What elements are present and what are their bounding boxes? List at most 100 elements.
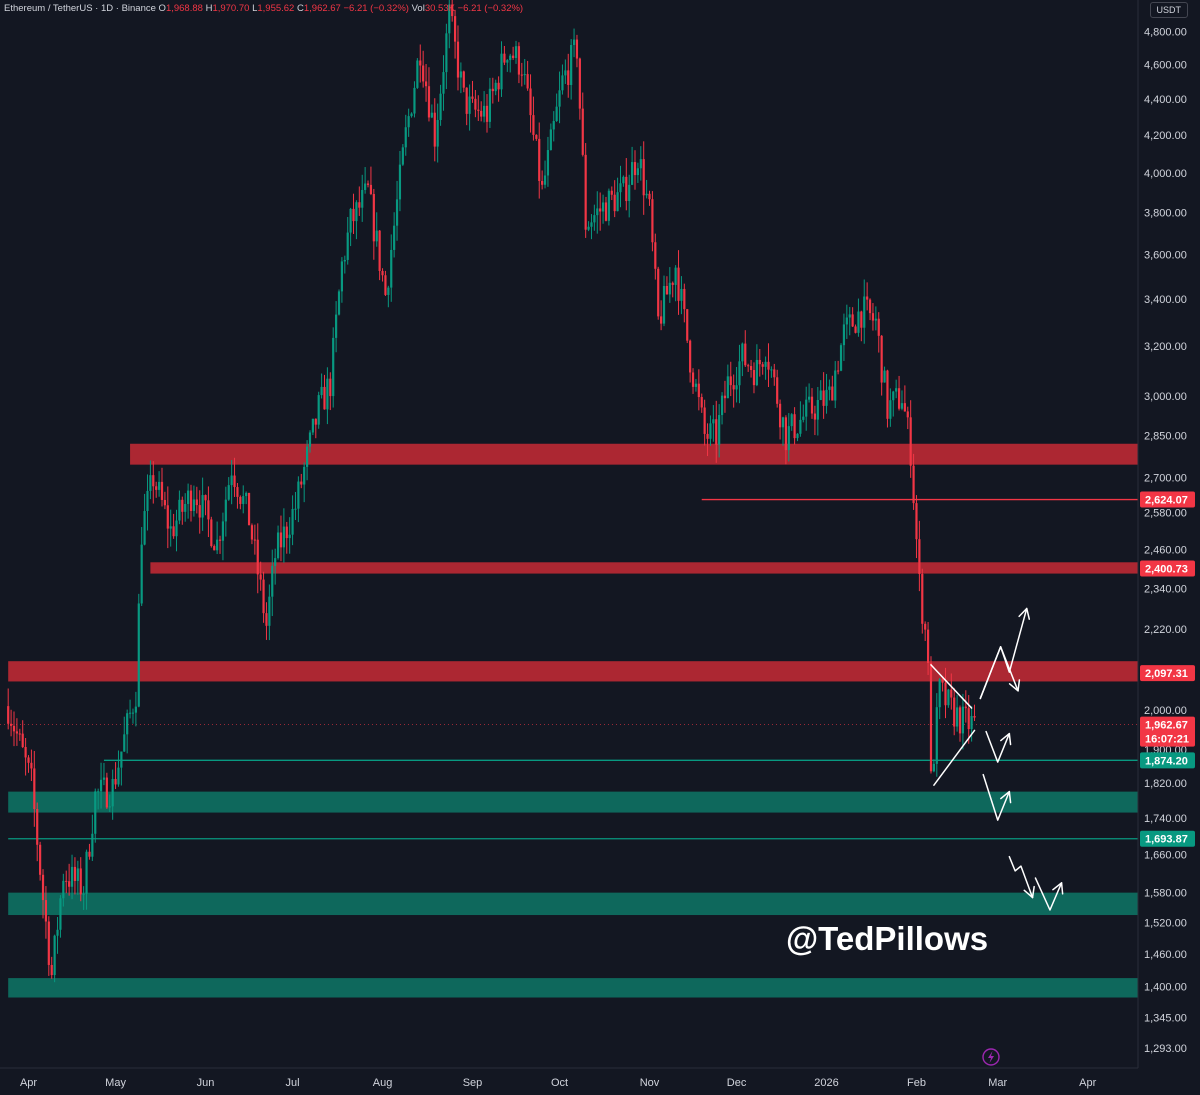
candle-body bbox=[381, 270, 384, 276]
candle-body bbox=[120, 751, 123, 768]
candle-body bbox=[262, 579, 265, 614]
candle-body bbox=[735, 385, 738, 390]
candle-body bbox=[773, 369, 776, 378]
symbol-legend[interactable]: Ethereum / TetherUS · 1D · Binance O1,96… bbox=[4, 3, 523, 14]
candle-body bbox=[929, 663, 933, 772]
candle-body bbox=[445, 33, 448, 73]
candle-body bbox=[619, 183, 622, 193]
price-tick-label: 1,580.00 bbox=[1144, 888, 1187, 900]
candle-body bbox=[462, 71, 465, 88]
price-tick-label: 2,220.00 bbox=[1144, 624, 1187, 636]
candle-body bbox=[413, 87, 416, 114]
candle-body bbox=[279, 532, 283, 548]
candle-body bbox=[157, 481, 161, 490]
breakdown-bounce-arrow bbox=[1034, 877, 1063, 911]
candle-body bbox=[456, 41, 460, 78]
candle-body bbox=[393, 225, 396, 250]
open-value: 1,968.88 bbox=[165, 3, 203, 14]
candle-body bbox=[91, 833, 94, 857]
candle-body bbox=[822, 390, 825, 406]
candle-body bbox=[900, 403, 904, 409]
candle-body bbox=[660, 316, 663, 324]
candle-body bbox=[584, 154, 587, 230]
countdown-timer: 16:07:21 bbox=[1145, 734, 1189, 746]
candle-body bbox=[709, 423, 712, 439]
candle-body bbox=[578, 58, 581, 109]
candle-body bbox=[851, 314, 854, 327]
candle-body bbox=[683, 288, 686, 310]
candle-body bbox=[253, 539, 256, 541]
candle-body bbox=[616, 192, 619, 212]
candle-body bbox=[105, 777, 108, 808]
candle-body bbox=[622, 176, 625, 184]
price-tick-label: 4,800.00 bbox=[1144, 27, 1187, 39]
candle-body bbox=[172, 526, 175, 537]
candle-body bbox=[73, 866, 77, 881]
candle-body bbox=[88, 851, 91, 857]
candle-body bbox=[918, 539, 921, 574]
resistance-zone bbox=[150, 562, 1138, 574]
candle-body bbox=[369, 184, 373, 194]
candle-body bbox=[837, 370, 840, 372]
candle-body bbox=[308, 432, 312, 447]
candle-body bbox=[297, 481, 300, 509]
candle-body bbox=[781, 417, 785, 428]
candle-body bbox=[747, 365, 750, 367]
candle-body bbox=[97, 791, 100, 793]
currency-selector[interactable]: USDT bbox=[1149, 2, 1188, 18]
candle-body bbox=[335, 314, 338, 338]
candle-body bbox=[831, 386, 834, 401]
candle-body bbox=[395, 199, 399, 226]
candle-body bbox=[265, 613, 268, 626]
candle-body bbox=[442, 72, 445, 94]
resistance-zone bbox=[130, 443, 1138, 465]
price-tick-label: 4,400.00 bbox=[1144, 94, 1187, 106]
candle-body bbox=[85, 851, 88, 894]
candle-body bbox=[912, 465, 915, 504]
candle-body bbox=[236, 487, 239, 497]
candle-body bbox=[111, 778, 114, 807]
candle-body bbox=[599, 208, 602, 212]
retest-projection-arrow bbox=[979, 646, 1019, 700]
candle-body bbox=[349, 208, 352, 233]
candle-body bbox=[529, 88, 532, 116]
candle-body bbox=[541, 180, 544, 185]
support-zone bbox=[8, 791, 1138, 813]
candle-body bbox=[909, 417, 912, 466]
candle-body bbox=[146, 490, 149, 512]
candle-body bbox=[430, 112, 433, 118]
candle-body bbox=[944, 682, 947, 706]
candle-body bbox=[169, 526, 172, 529]
candle-body bbox=[854, 326, 857, 333]
candle-body bbox=[839, 345, 843, 371]
candle-body bbox=[517, 46, 521, 75]
candle-body bbox=[816, 400, 819, 420]
candle-body bbox=[512, 55, 515, 58]
zone-price-tag: 2,097.31 bbox=[1145, 668, 1188, 680]
low-label: L bbox=[252, 3, 258, 14]
candle-body bbox=[633, 162, 637, 176]
candle-body bbox=[932, 763, 935, 772]
price-tick-label: 3,200.00 bbox=[1144, 341, 1187, 353]
breakdown-bounce-arrow-head bbox=[1052, 882, 1064, 895]
candle-body bbox=[239, 496, 242, 504]
time-axis: Apr May Jun Jul Aug Sep Oct Nov Dec 2026 Feb Mar Apr bbox=[20, 1077, 1097, 1089]
candle-body bbox=[958, 707, 962, 734]
candle-body bbox=[729, 376, 732, 386]
candle-body bbox=[187, 490, 190, 504]
candle-body bbox=[706, 433, 709, 439]
candle-body bbox=[134, 706, 137, 713]
candle-body bbox=[961, 706, 965, 734]
candle-body bbox=[294, 508, 297, 510]
candle-body bbox=[587, 226, 590, 230]
candle-body bbox=[459, 71, 462, 78]
candle-body bbox=[938, 679, 941, 708]
candle-body bbox=[677, 267, 680, 301]
price-tick-label: 1,740.00 bbox=[1144, 813, 1187, 825]
candle-body bbox=[340, 261, 344, 292]
candle-body bbox=[665, 286, 669, 295]
candle-body bbox=[143, 511, 146, 545]
candle-body bbox=[776, 377, 779, 404]
lightning-icon[interactable] bbox=[982, 1048, 1000, 1066]
